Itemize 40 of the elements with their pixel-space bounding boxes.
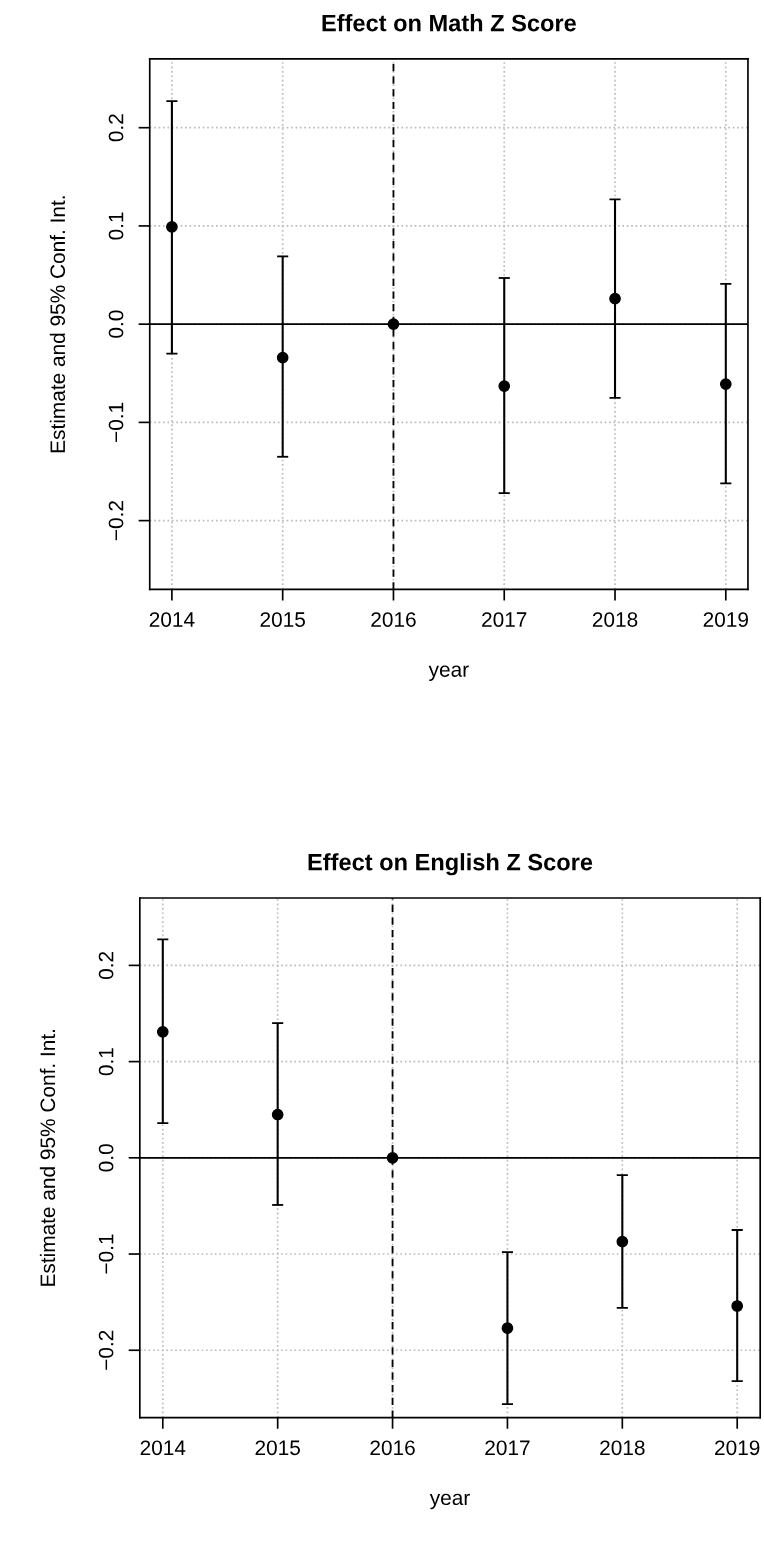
y-tick-label: 0.1 [98,1048,114,1076]
point [156,1025,169,1038]
x-tick-label: 2015 [255,1440,300,1456]
y-tick-label: −0.1 [98,1234,114,1274]
y-tick-label: 0.0 [98,1144,114,1172]
x-tick-label: 2014 [149,612,195,627]
point [609,292,621,305]
point [387,318,400,331]
x-tick-label: 2016 [370,1440,415,1456]
y-axis-title: Estimate and 95% Conf. Int. [49,196,66,453]
point [719,378,732,390]
point [616,1235,629,1248]
chart-title: Effect on Math Z Score [322,14,576,32]
x-axis-title: year [428,665,469,681]
x-tick-label: 2017 [482,612,527,627]
x-tick-label: 2018 [592,612,638,627]
point [271,1108,284,1121]
x-tick-label: 2017 [485,1440,530,1456]
y-tick-label: 0.2 [108,114,124,142]
x-axis-title: year [429,1493,470,1510]
chart-title: Effect on English Z Score [308,853,593,876]
x-tick-label: 2016 [371,612,416,627]
y-tick-label: −0.2 [108,501,124,541]
point [501,1322,514,1334]
y-tick-label: 0.0 [108,310,124,338]
point [498,380,511,392]
y-tick-label: 0.1 [108,212,124,240]
point [386,1151,399,1164]
x-tick-label: 2018 [600,1440,645,1456]
point [166,221,178,233]
y-tick-label: −0.2 [98,1330,114,1370]
point [731,1300,744,1312]
x-tick-label: 2015 [260,612,305,627]
y-tick-label: 0.2 [98,951,114,980]
x-tick-label: 2019 [715,1440,760,1456]
y-tick-label: −0.1 [108,402,124,442]
x-tick-label: 2014 [140,1440,186,1456]
x-tick-label: 2019 [703,612,748,627]
y-axis-title: Estimate and 95% Conf. Int. [39,1030,56,1286]
point [276,351,289,364]
